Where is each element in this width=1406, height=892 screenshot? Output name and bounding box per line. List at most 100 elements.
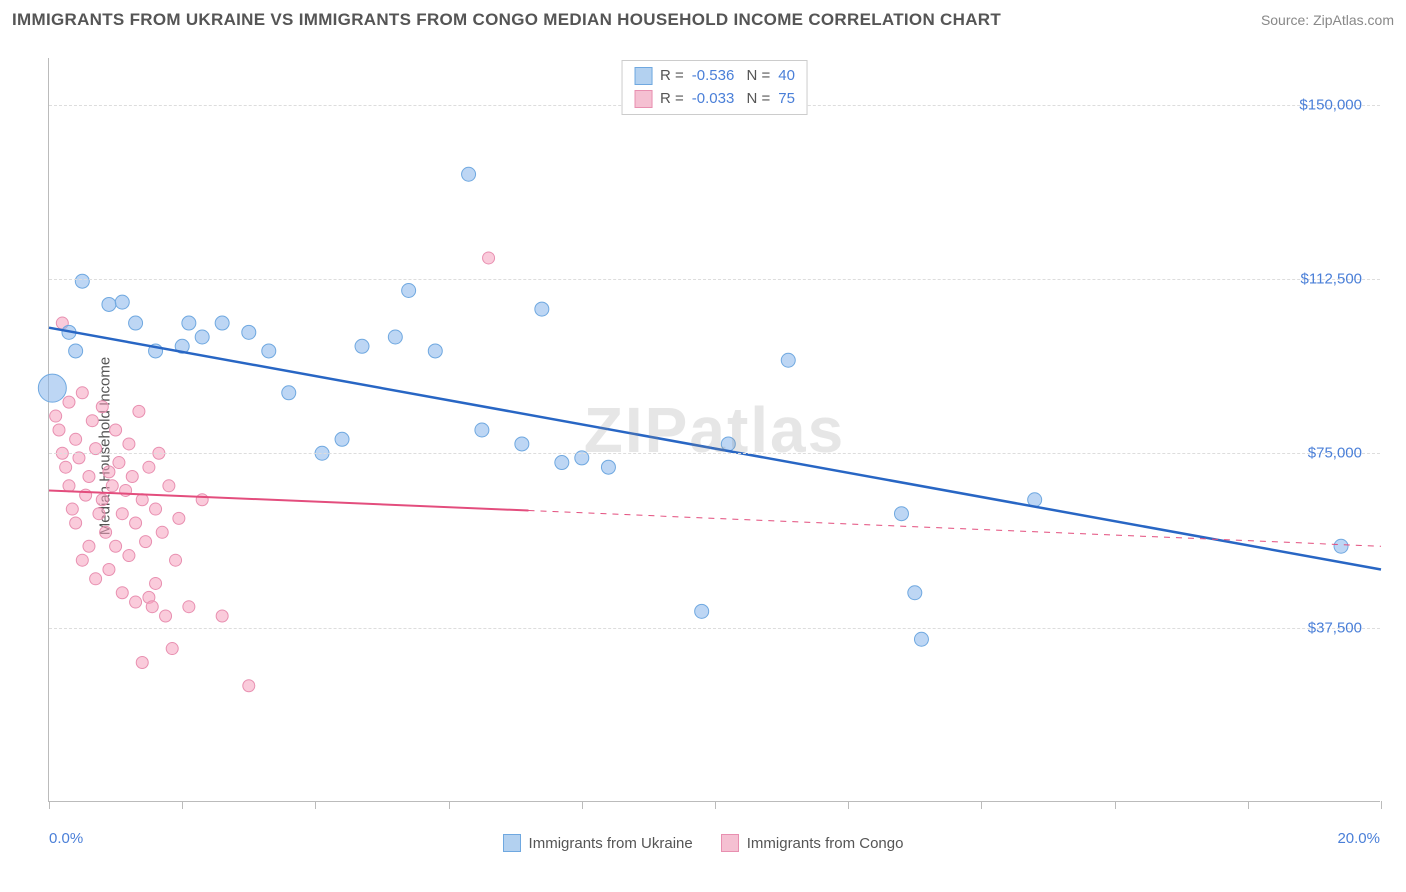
scatter-point bbox=[103, 564, 115, 576]
scatter-point bbox=[462, 167, 476, 181]
plot-area: ZIPatlas R = -0.536 N = 40 R = -0.033 N … bbox=[48, 58, 1380, 802]
scatter-point bbox=[215, 316, 229, 330]
legend-label-ukraine: Immigrants from Ukraine bbox=[529, 835, 693, 852]
n-value-congo: 75 bbox=[778, 88, 795, 111]
scatter-point bbox=[70, 517, 82, 529]
scatter-point bbox=[96, 401, 108, 413]
scatter-point bbox=[110, 424, 122, 436]
swatch-ukraine bbox=[634, 67, 652, 85]
scatter-point bbox=[63, 480, 75, 492]
scatter-point bbox=[83, 471, 95, 483]
scatter-point bbox=[116, 587, 128, 599]
n-value-ukraine: 40 bbox=[778, 65, 795, 88]
scatter-point bbox=[76, 554, 88, 566]
scatter-point bbox=[428, 344, 442, 358]
stats-row-congo: R = -0.033 N = 75 bbox=[634, 88, 795, 111]
scatter-point bbox=[63, 396, 75, 408]
scatter-point bbox=[83, 540, 95, 552]
scatter-point bbox=[130, 596, 142, 608]
scatter-point bbox=[50, 410, 62, 422]
legend-swatch-congo bbox=[721, 834, 739, 852]
scatter-point bbox=[86, 415, 98, 427]
scatter-point bbox=[75, 274, 89, 288]
scatter-point bbox=[60, 461, 72, 473]
trend-line bbox=[49, 328, 1381, 570]
scatter-point bbox=[76, 387, 88, 399]
y-tick-label: $75,000 bbox=[1308, 445, 1362, 462]
r-value-congo: -0.033 bbox=[692, 88, 735, 111]
legend-item-congo: Immigrants from Congo bbox=[721, 834, 904, 852]
scatter-point bbox=[282, 386, 296, 400]
stats-legend-box: R = -0.536 N = 40 R = -0.033 N = 75 bbox=[621, 60, 808, 115]
scatter-point bbox=[150, 577, 162, 589]
scatter-point bbox=[116, 508, 128, 520]
scatter-point bbox=[140, 536, 152, 548]
scatter-point bbox=[90, 573, 102, 585]
scatter-point bbox=[483, 252, 495, 264]
scatter-point bbox=[781, 353, 795, 367]
scatter-point bbox=[216, 610, 228, 622]
scatter-point bbox=[136, 494, 148, 506]
scatter-point bbox=[908, 586, 922, 600]
scatter-point bbox=[475, 423, 489, 437]
scatter-point bbox=[113, 457, 125, 469]
scatter-point bbox=[136, 657, 148, 669]
scatter-point bbox=[195, 330, 209, 344]
scatter-point bbox=[150, 503, 162, 515]
scatter-point bbox=[130, 517, 142, 529]
scatter-point bbox=[515, 437, 529, 451]
scatter-point bbox=[243, 680, 255, 692]
source-attribution: Source: ZipAtlas.com bbox=[1261, 12, 1394, 28]
chart-title: IMMIGRANTS FROM UKRAINE VS IMMIGRANTS FR… bbox=[12, 10, 1001, 30]
scatter-point bbox=[110, 540, 122, 552]
scatter-point bbox=[160, 610, 172, 622]
scatter-point bbox=[146, 601, 158, 613]
legend-label-congo: Immigrants from Congo bbox=[747, 835, 904, 852]
scatter-point bbox=[106, 480, 118, 492]
scatter-point bbox=[93, 508, 105, 520]
scatter-point bbox=[388, 330, 402, 344]
scatter-point bbox=[182, 316, 196, 330]
scatter-point bbox=[129, 316, 143, 330]
scatter-point bbox=[355, 339, 369, 353]
scatter-point bbox=[163, 480, 175, 492]
scatter-point bbox=[156, 526, 168, 538]
scatter-point bbox=[115, 295, 129, 309]
scatter-point bbox=[53, 424, 65, 436]
stats-row-ukraine: R = -0.536 N = 40 bbox=[634, 65, 795, 88]
scatter-point bbox=[894, 507, 908, 521]
scatter-point bbox=[535, 302, 549, 316]
scatter-point bbox=[196, 494, 208, 506]
legend-item-ukraine: Immigrants from Ukraine bbox=[503, 834, 693, 852]
scatter-point bbox=[66, 503, 78, 515]
scatter-point bbox=[721, 437, 735, 451]
scatter-point bbox=[100, 526, 112, 538]
scatter-point bbox=[126, 471, 138, 483]
scatter-point bbox=[166, 643, 178, 655]
scatter-point bbox=[102, 297, 116, 311]
scatter-point bbox=[70, 433, 82, 445]
scatter-point bbox=[555, 456, 569, 470]
bottom-legend: Immigrants from Ukraine Immigrants from … bbox=[0, 834, 1406, 852]
r-value-ukraine: -0.536 bbox=[692, 65, 735, 88]
scatter-point bbox=[143, 461, 155, 473]
scatter-point bbox=[183, 601, 195, 613]
scatter-point bbox=[1334, 539, 1348, 553]
swatch-congo bbox=[634, 90, 652, 108]
y-tick-label: $112,500 bbox=[1301, 270, 1362, 287]
scatter-point bbox=[695, 604, 709, 618]
scatter-point bbox=[170, 554, 182, 566]
title-bar: IMMIGRANTS FROM UKRAINE VS IMMIGRANTS FR… bbox=[0, 0, 1406, 40]
scatter-point bbox=[335, 432, 349, 446]
scatter-point bbox=[914, 632, 928, 646]
scatter-point bbox=[103, 466, 115, 478]
scatter-point bbox=[123, 438, 135, 450]
scatter-point bbox=[402, 284, 416, 298]
scatter-point bbox=[242, 325, 256, 339]
scatter-point bbox=[133, 405, 145, 417]
scatter-point bbox=[262, 344, 276, 358]
trend-line-dashed bbox=[529, 511, 1381, 547]
chart-svg bbox=[49, 58, 1380, 801]
scatter-point bbox=[69, 344, 83, 358]
scatter-point bbox=[96, 494, 108, 506]
